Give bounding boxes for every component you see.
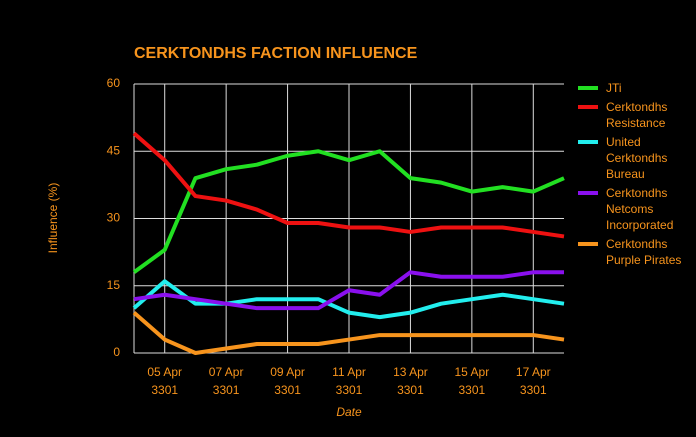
legend-swatch [578, 191, 598, 195]
legend-label: JTi [606, 81, 622, 95]
y-tick-label: 15 [107, 278, 121, 292]
y-tick-label: 0 [113, 345, 120, 359]
legend-swatch [578, 86, 598, 90]
series-line [133, 270, 564, 311]
legend-label: Cerktondhs Purple Pirates [606, 237, 682, 267]
x-tick-label: 11 Apr 3301 [332, 365, 366, 397]
series-line [132, 131, 565, 239]
chart-title: CERKTONDHS FACTION INFLUENCE [134, 45, 418, 62]
legend-swatch [578, 140, 598, 144]
legend-item: JTi [578, 80, 688, 96]
x-tick-label: 15 Apr 3301 [455, 365, 490, 397]
series-line [132, 279, 565, 320]
legend-swatch [578, 105, 598, 109]
y-tick-label: 30 [107, 211, 121, 225]
legend: JTi Cerktondhs Resistance United Cerktondh… [578, 80, 688, 271]
x-tick-label: 13 Apr 3301 [393, 365, 428, 397]
y-tick-label: 60 [107, 76, 121, 90]
series-line [132, 149, 565, 274]
y-axis-label: Influence (%) [46, 183, 60, 254]
x-axis-label: Date [336, 405, 362, 419]
legend-label: Cerktondhs Resistance [606, 100, 668, 130]
legend-swatch [578, 242, 598, 246]
x-tick-label: 07 Apr 3301 [209, 365, 244, 397]
x-tick-label: 05 Apr 3301 [147, 365, 182, 397]
legend-label: United Cerktondhs Bureau [606, 135, 668, 181]
legend-item: United Cerktondhs Bureau [578, 134, 688, 182]
legend-label: Cerktondhs Netcoms Incorporated [606, 186, 674, 232]
legend-item: Cerktondhs Netcoms Incorporated [578, 185, 688, 233]
y-tick-label: 45 [107, 143, 121, 157]
x-tick-label: 09 Apr 3301 [270, 365, 305, 397]
series-line [132, 311, 565, 355]
x-tick-label: 17 Apr 3301 [516, 365, 551, 397]
legend-item: Cerktondhs Purple Pirates [578, 236, 688, 268]
legend-item: Cerktondhs Resistance [578, 99, 688, 131]
